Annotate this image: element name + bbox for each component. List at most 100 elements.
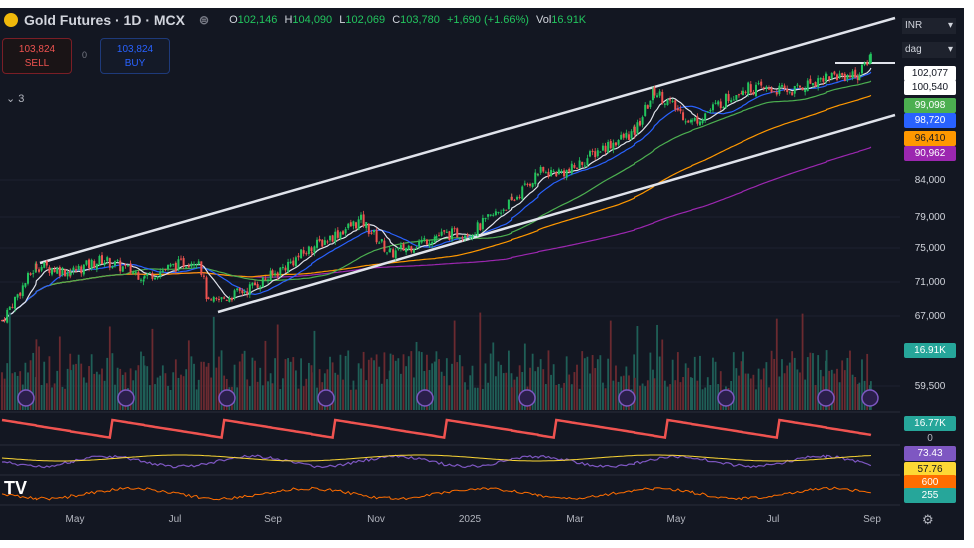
candle <box>550 170 553 177</box>
y-tick-label: 59,500 <box>914 381 946 392</box>
indicators-toggle[interactable]: ⌄ 3 <box>6 93 25 105</box>
candle <box>75 269 78 271</box>
tradingview-logo[interactable]: TV <box>4 478 28 498</box>
volume-bar <box>513 379 516 410</box>
candle <box>284 267 287 271</box>
candle <box>61 267 64 276</box>
candle <box>633 126 636 135</box>
volume-bar <box>182 376 185 410</box>
volume-bar <box>88 366 90 410</box>
volume-bar <box>555 385 558 410</box>
candle <box>137 271 140 280</box>
close-value: 103,780 <box>400 14 440 26</box>
candle <box>801 87 804 91</box>
volume-bar <box>507 350 510 410</box>
candle <box>271 270 274 275</box>
candle <box>331 235 334 242</box>
volume-bar <box>14 372 16 410</box>
candle <box>581 161 584 165</box>
y-tick-label: 84,000 <box>914 175 946 186</box>
candle <box>124 264 127 266</box>
candle <box>817 78 820 88</box>
candle <box>435 236 438 239</box>
candle <box>143 275 146 279</box>
volume-bar <box>497 361 500 410</box>
candle <box>241 290 244 294</box>
volume-bar <box>765 362 768 410</box>
symbol-title[interactable]: Gold Futures · 1D · MCX <box>24 12 185 28</box>
volume-bar <box>732 352 735 410</box>
ma-slow-line <box>1 146 872 322</box>
volume-bar <box>32 352 35 410</box>
currency-select[interactable]: INR ▾ <box>902 18 956 34</box>
candle <box>848 75 851 78</box>
volume-bar <box>103 380 106 410</box>
volume-bar <box>329 356 331 410</box>
volume-bar <box>656 324 658 410</box>
volume-bar <box>691 377 694 410</box>
candle <box>276 272 279 277</box>
candle <box>714 102 717 104</box>
candle <box>220 297 223 300</box>
candle <box>489 214 492 216</box>
candle <box>830 72 833 79</box>
candle <box>16 294 19 298</box>
volume-bar <box>310 372 313 410</box>
volume-bar <box>652 369 654 410</box>
candle <box>701 119 704 124</box>
candle <box>88 259 91 269</box>
volume-bar <box>819 369 822 410</box>
candle <box>704 113 707 121</box>
candle <box>749 84 752 93</box>
unit-select[interactable]: dag ▾ <box>902 42 956 58</box>
candle <box>578 160 581 169</box>
candle <box>698 121 701 126</box>
volume-bar <box>781 359 783 410</box>
volume-bar <box>550 374 552 410</box>
volume-bar <box>187 340 190 410</box>
volume-bar <box>649 352 652 410</box>
volume-bar <box>313 330 316 410</box>
volume-bar <box>542 369 545 410</box>
volume-bar <box>38 346 40 410</box>
volume-bar <box>302 386 305 410</box>
candle <box>21 285 24 297</box>
candle <box>197 261 200 265</box>
candle <box>27 273 29 284</box>
candle <box>744 91 747 93</box>
candle <box>238 287 241 291</box>
candle <box>638 120 641 126</box>
event-marker-icon <box>817 389 835 407</box>
volume-bar <box>589 373 591 410</box>
x-tick-label: Sep <box>264 514 282 525</box>
candle <box>103 262 106 266</box>
candle <box>542 166 545 172</box>
menu-icon[interactable]: ⊜ <box>199 13 210 27</box>
candle <box>326 241 329 243</box>
volume-bar <box>849 350 851 410</box>
volume-bar <box>676 352 679 410</box>
buy-button[interactable]: 103,824 BUY <box>100 38 170 74</box>
candle <box>378 242 381 244</box>
volume-bar <box>388 370 391 410</box>
candle <box>722 106 725 109</box>
candle <box>80 266 83 274</box>
volume-bar <box>817 355 820 410</box>
volume-bar <box>570 384 573 410</box>
volume-bar <box>644 386 647 410</box>
volume-bar <box>607 358 610 410</box>
candle <box>336 230 339 238</box>
volume-bar <box>269 373 272 410</box>
candle <box>793 86 796 94</box>
volume-bar <box>747 373 750 410</box>
volume-bar <box>159 375 162 410</box>
volume-bar <box>238 361 241 410</box>
volume-bar <box>400 373 402 410</box>
x-tick-label: May <box>65 514 85 525</box>
settings-icon[interactable]: ⚙ <box>922 512 934 527</box>
volume-bar <box>696 380 699 410</box>
sell-button[interactable]: 103,824 SELL <box>2 38 72 74</box>
volume-bar <box>866 353 869 410</box>
volume-bar <box>443 375 446 410</box>
